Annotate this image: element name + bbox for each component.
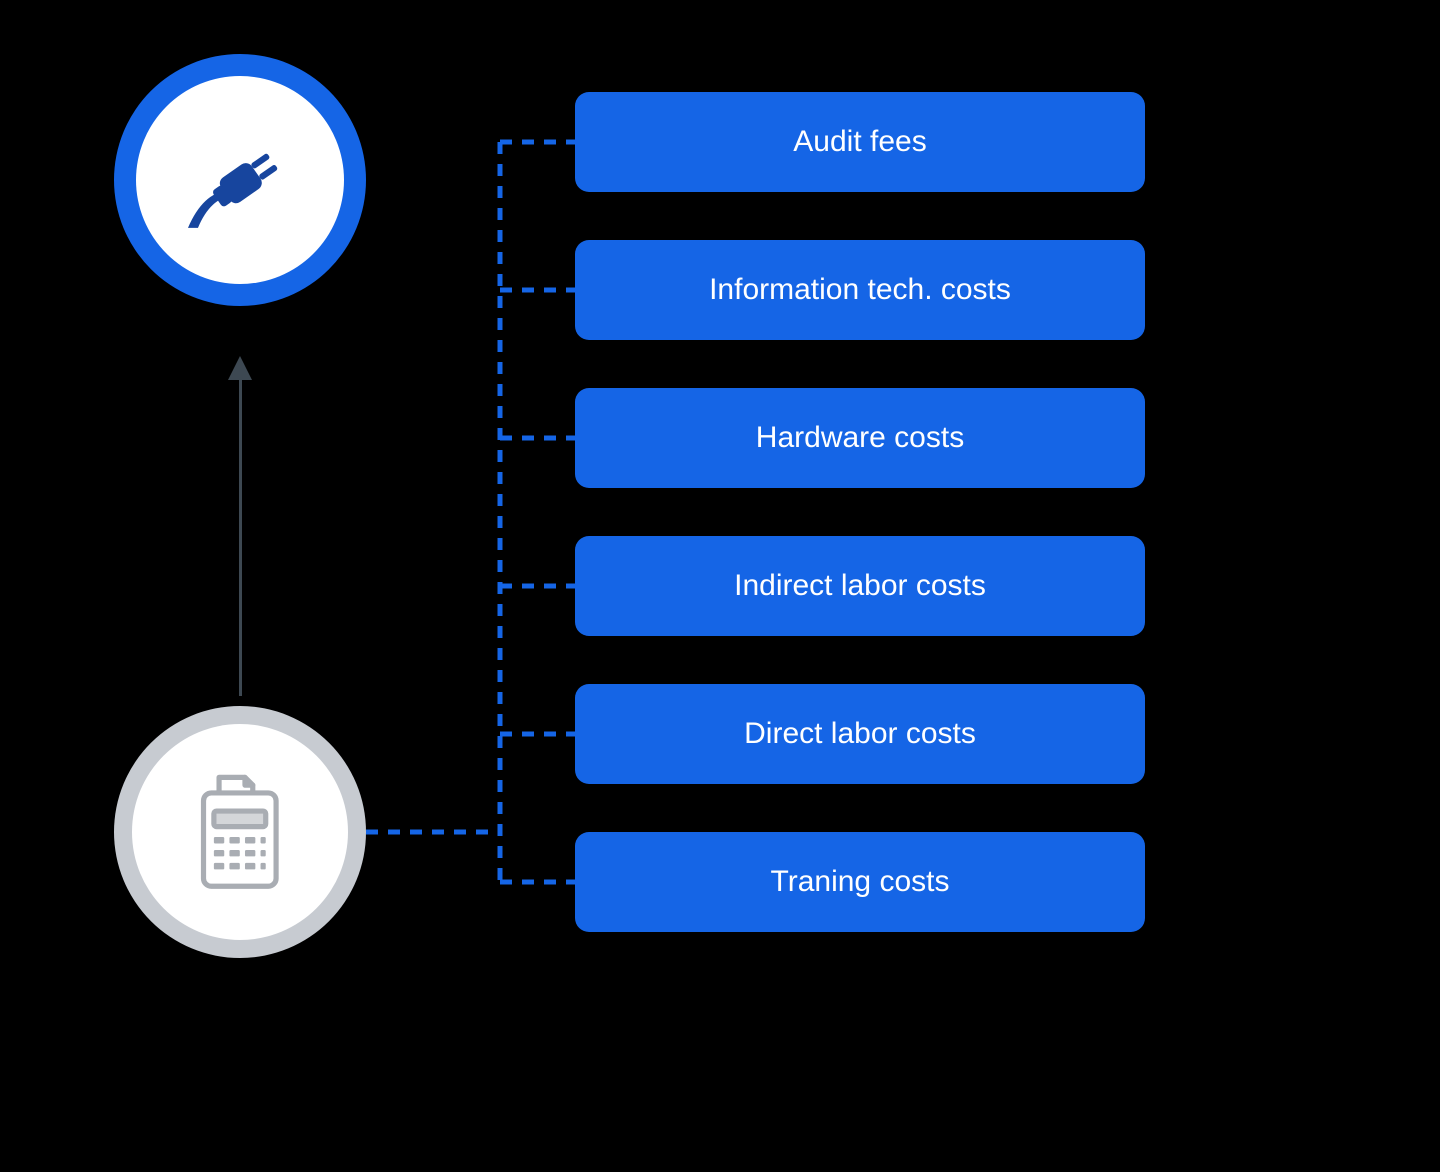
diagram-canvas: Audit fees Information tech. costs Hardwar… xyxy=(0,0,1440,1172)
calculator-badge-outer xyxy=(114,706,366,958)
arrow-shaft xyxy=(239,378,242,696)
cost-box-label: Direct labor costs xyxy=(744,717,976,751)
cost-box: Direct labor costs xyxy=(575,684,1145,784)
plug-badge-outer xyxy=(114,54,366,306)
cost-box: Indirect labor costs xyxy=(575,536,1145,636)
cost-box: Traning costs xyxy=(575,832,1145,932)
cost-box-label: Indirect labor costs xyxy=(734,569,986,603)
arrow-head xyxy=(228,356,252,380)
cost-box: Hardware costs xyxy=(575,388,1145,488)
plug-icon xyxy=(178,118,303,243)
cost-box-label: Information tech. costs xyxy=(709,273,1011,307)
cost-box: Information tech. costs xyxy=(575,240,1145,340)
calculator-badge-inner xyxy=(132,724,348,940)
cost-box-label: Hardware costs xyxy=(756,421,964,455)
cost-box-label: Audit fees xyxy=(793,125,926,159)
calculator-icon xyxy=(175,767,305,897)
plug-badge-inner xyxy=(136,76,344,284)
cost-box: Audit fees xyxy=(575,92,1145,192)
cost-box-label: Traning costs xyxy=(771,865,950,899)
